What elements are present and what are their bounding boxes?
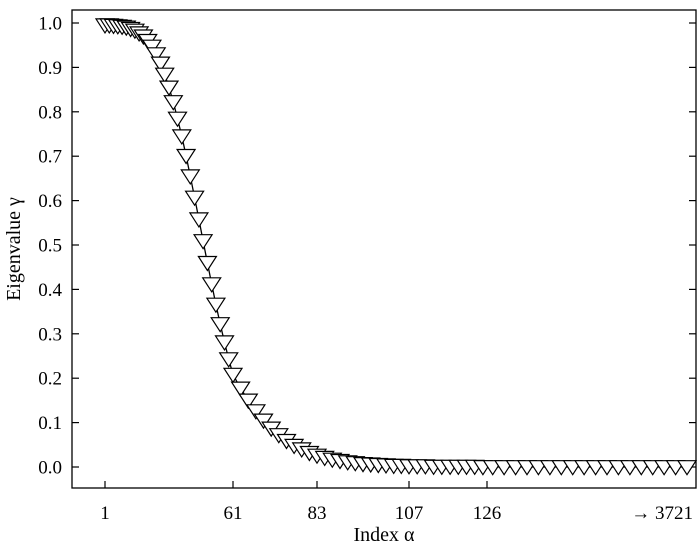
x-tick-label: 107 (395, 503, 424, 524)
data-point-marker (245, 404, 266, 420)
data-point-marker (188, 212, 209, 229)
data-point-marker (214, 335, 235, 352)
x-axis-end-label: → 3721 (631, 503, 693, 524)
data-point-marker (146, 47, 167, 63)
x-tick-label: 83 (308, 503, 327, 524)
data-point-marker (193, 234, 214, 250)
x-tick-label: 61 (224, 503, 243, 524)
data-point-marker (201, 277, 222, 293)
y-axis-ticks: 0.0 0.1 0.2 0.3 0.4 0.5 0.6 0.7 0.8 0.9 1.0 (38, 14, 696, 479)
series-markers (94, 18, 698, 476)
data-point-marker (205, 297, 226, 314)
data-point-marker (163, 95, 184, 111)
data-point-marker (154, 67, 175, 84)
data-point-marker (184, 190, 205, 207)
data-point-marker (197, 255, 218, 272)
y-tick-label: 0.6 (38, 191, 62, 212)
x-axis-ticks: 1 61 83 107 126 (100, 481, 501, 524)
y-tick-label: 0.1 (38, 413, 62, 434)
y-tick-label: 0.0 (38, 458, 62, 479)
series-line (105, 24, 687, 468)
y-tick-label: 0.3 (38, 324, 62, 345)
data-point-marker (171, 129, 192, 146)
y-tick-label: 0.2 (38, 369, 62, 390)
data-point-marker (222, 367, 244, 384)
data-point-marker (150, 56, 171, 73)
y-tick-label: 0.9 (38, 58, 62, 79)
data-point-marker (180, 169, 201, 186)
data-point-marker (167, 111, 188, 128)
data-point-marker (210, 317, 231, 333)
y-tick-label: 0.7 (38, 147, 62, 168)
data-point-marker (230, 381, 251, 398)
x-tick-label: 1 (100, 503, 110, 524)
y-tick-label: 0.4 (38, 280, 62, 301)
data-point-marker (176, 148, 197, 165)
y-axis-label: Eigenvalue γ (3, 197, 25, 301)
y-tick-label: 0.8 (38, 102, 62, 123)
x-axis-label: Index α (353, 524, 415, 546)
y-tick-label: 1.0 (38, 14, 62, 35)
y-tick-label: 0.5 (38, 236, 62, 257)
data-point-marker (158, 80, 180, 97)
data-point-marker (676, 460, 698, 476)
data-point-marker (238, 393, 259, 410)
x-tick-label: 126 (473, 503, 502, 524)
plot-frame (71, 9, 697, 489)
data-point-marker (253, 413, 274, 430)
data-point-marker (218, 352, 239, 368)
